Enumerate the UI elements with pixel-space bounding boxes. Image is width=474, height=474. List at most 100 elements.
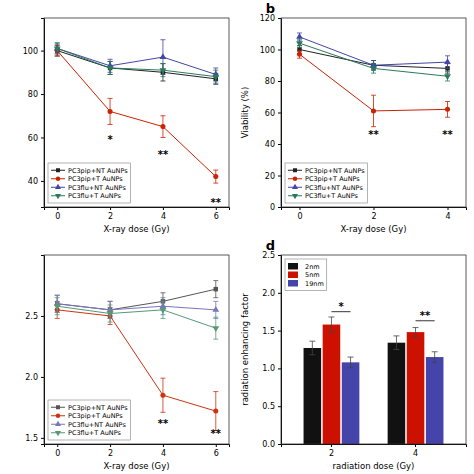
series-line — [300, 43, 448, 76]
point — [296, 33, 303, 39]
y-tick-mark — [278, 293, 281, 294]
y-tick: 1.5 — [25, 434, 44, 443]
point — [214, 287, 218, 291]
error-bar-cap — [309, 354, 315, 355]
plot-marks — [54, 40, 219, 183]
legend-marker — [56, 176, 61, 181]
x-axis-line — [282, 445, 467, 448]
error-bar — [413, 328, 419, 337]
legend-marker — [56, 168, 60, 172]
x-tick: 6 — [214, 207, 219, 221]
annotation: ** — [211, 197, 222, 208]
error-bar-cap — [371, 60, 376, 61]
y-axis: 020406080100120 — [260, 14, 282, 212]
error-bar-stem — [434, 352, 435, 363]
x-tick: 0 — [55, 444, 60, 458]
y-tick-label: 2.0 — [262, 289, 275, 298]
x-tick-mark — [57, 207, 58, 210]
x-tick: 4 — [161, 444, 166, 458]
y-tick-mark — [278, 18, 281, 19]
y-tick-mark — [278, 50, 281, 51]
y-tick-mark — [278, 144, 281, 145]
y-tick-mark — [41, 438, 44, 439]
error-bar — [348, 357, 354, 368]
error-bar-cap — [108, 301, 113, 302]
error-bar — [108, 98, 113, 124]
error-bar — [371, 64, 376, 73]
point — [107, 66, 114, 72]
point — [160, 124, 165, 129]
error-bar-cap — [55, 297, 60, 298]
legend-item: PC3flu+T AuNPs — [51, 429, 122, 437]
y-tick-mark — [41, 94, 44, 95]
y-tick-mark — [278, 331, 281, 332]
error-bar-cap — [108, 304, 113, 305]
y-tick-mark — [41, 51, 44, 52]
x-tick-label: 2 — [329, 449, 334, 458]
series — [297, 50, 450, 126]
point — [212, 75, 219, 81]
panel-label: d — [266, 238, 275, 253]
error-bar — [297, 50, 302, 58]
y-tick-mark — [41, 377, 44, 378]
x-axis: 024 — [282, 207, 467, 221]
error-bar-cap — [445, 71, 450, 72]
point — [371, 108, 376, 113]
error-bar-cap — [371, 73, 376, 74]
error-bar-cap — [445, 68, 450, 69]
error-bar — [160, 301, 165, 318]
x-tick-label: 6 — [214, 212, 219, 221]
x-axis: 24 — [282, 444, 467, 458]
bar — [304, 348, 322, 444]
y-tick-label: 20 — [265, 172, 275, 181]
y-tick: 2.0 — [25, 373, 44, 382]
y-tick-mark — [278, 368, 281, 369]
legend-marker — [55, 184, 61, 189]
error-bar-cap — [328, 316, 334, 317]
x-tick-label: 4 — [413, 449, 418, 458]
y-tick: 0.5 — [262, 402, 281, 411]
error-bar — [55, 45, 60, 56]
series — [54, 43, 219, 83]
legend-label: PC3flu+T AuNPs — [305, 192, 359, 200]
point — [370, 66, 377, 72]
legend-frame — [285, 163, 368, 203]
legend-label: PC3pip+T AuNPs — [305, 175, 360, 183]
x-axis-line — [282, 208, 467, 211]
error-bar — [297, 33, 302, 41]
point — [213, 174, 218, 179]
error-bar-cap — [160, 115, 165, 116]
error-bar — [445, 72, 450, 81]
x-tick: 2 — [371, 207, 376, 221]
x-tick-mark — [163, 444, 164, 447]
y-tick-mark — [41, 181, 44, 182]
y-tick-label: 1.0 — [262, 364, 275, 373]
series — [323, 317, 425, 444]
y-tick-mark — [41, 137, 44, 138]
x-tick-label: 2 — [108, 212, 113, 221]
error-bar — [213, 301, 218, 318]
legend-marker — [292, 184, 298, 189]
bar — [342, 362, 360, 444]
y-tick: 1.0 — [262, 364, 281, 373]
legend-marker — [293, 168, 297, 172]
error-bar-cap — [55, 53, 60, 54]
y-tick-label: 40 — [265, 140, 275, 149]
error-bar — [160, 64, 165, 81]
y-tick: 40 — [265, 140, 281, 149]
error-bar-cap — [213, 83, 218, 84]
error-bar — [445, 56, 450, 69]
legend-label: 19nm — [305, 280, 324, 288]
x-axis: 0246 — [45, 207, 230, 221]
error-bar-cap — [108, 301, 113, 302]
error-bar-cap — [160, 318, 165, 319]
legend-marker — [56, 413, 61, 418]
error-bar-cap — [297, 58, 302, 59]
series-line — [57, 304, 216, 310]
series-line — [57, 51, 216, 79]
error-bar-cap — [348, 367, 354, 368]
y-tick-mark — [278, 444, 281, 445]
panel: 0246406080100*****X-ray dose (Gy)PC3pip+… — [23, 18, 230, 234]
legend-swatch — [288, 272, 298, 279]
legend-item: PC3flu+NT AuNPs — [51, 421, 126, 429]
